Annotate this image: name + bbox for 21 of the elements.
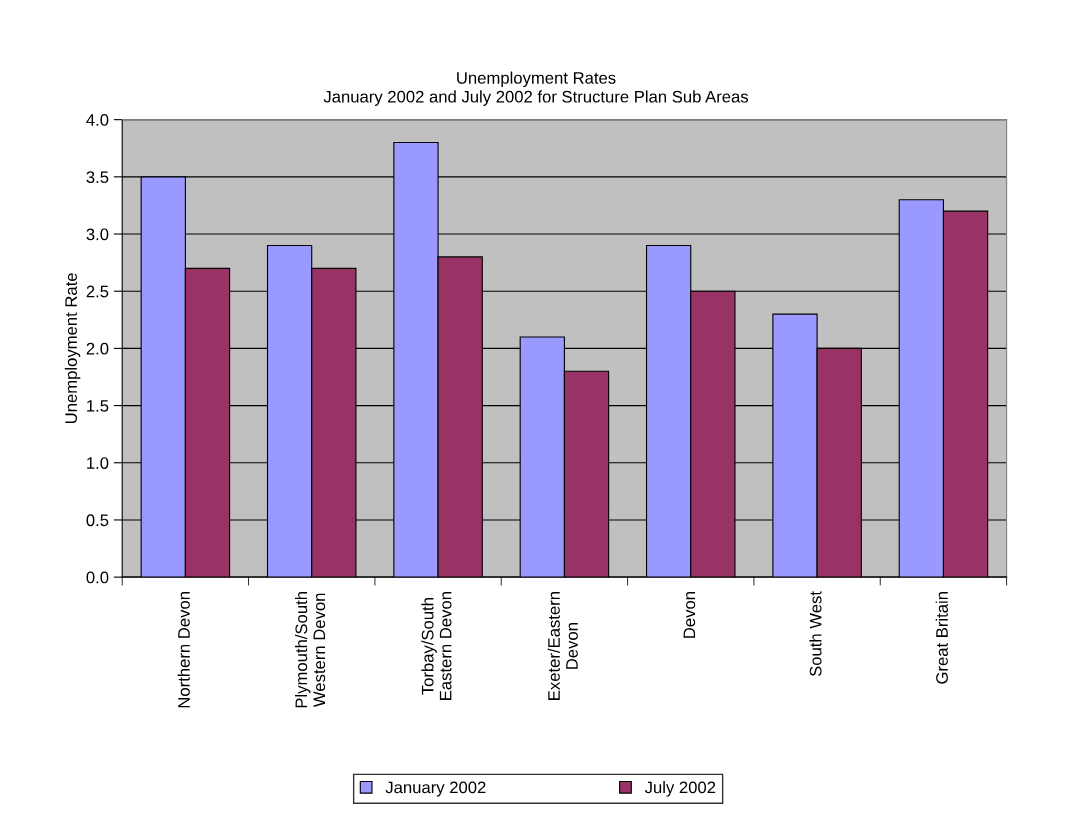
- y-tick-label: 3.5: [86, 171, 109, 184]
- y-tick-label: 2.0: [86, 342, 109, 355]
- x-tick-label: Plymouth/South Western Devon: [294, 592, 326, 708]
- x-tick-label: Northern Devon: [177, 592, 190, 708]
- x-tick-label: Exeter/Eastern Devon: [547, 592, 578, 700]
- x-tick-label: Devon: [683, 592, 696, 638]
- y-tick-label: 1.5: [87, 400, 109, 412]
- legend-label: January 2002: [385, 781, 486, 797]
- y-axis-title: Unemployment Rate: [64, 273, 81, 424]
- y-tick-label: 3.0: [86, 228, 109, 241]
- y-tick-label: 4.0: [86, 114, 109, 126]
- chart-title: Unemployment Rates: [457, 71, 616, 88]
- y-tick-label: 0.5: [86, 514, 109, 527]
- legend-label: July 2002: [644, 781, 716, 797]
- y-tick-label: 0.0: [86, 571, 109, 584]
- chart-subtitle: January 2002 and July 2002 for Structure Plan Sub Areas: [323, 90, 749, 106]
- x-tick-label: South West: [809, 591, 822, 677]
- y-tick-label: 2.5: [86, 285, 109, 298]
- x-tick-label: Great Britain: [935, 592, 948, 684]
- y-tick-label: 1.0: [87, 457, 109, 469]
- x-tick-label: Torbay/South Eastern Devon: [421, 592, 452, 700]
